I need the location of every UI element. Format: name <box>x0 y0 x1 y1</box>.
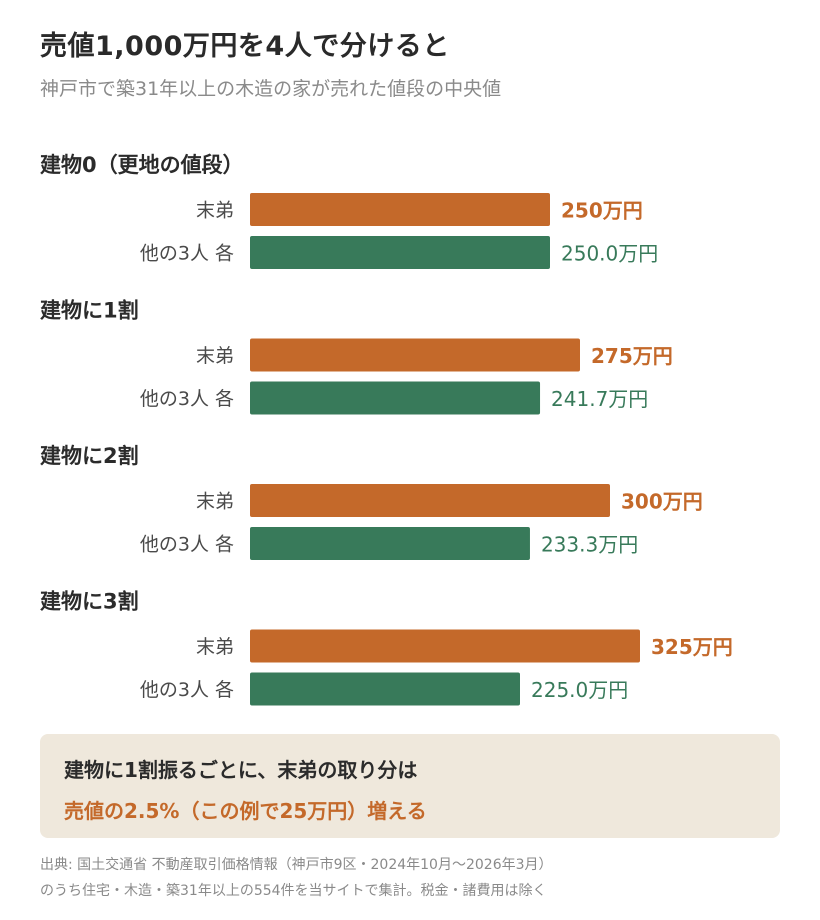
source-line1: 出典: 国土交通省 不動産取引価格情報（神戸市9区・2024年10月〜2026年… <box>40 857 553 873</box>
bar-youngest <box>250 629 640 663</box>
bar-category-label: 末弟 <box>196 636 234 658</box>
group-label: 建物に1割 <box>40 299 139 323</box>
bar-value-label: 233.3万円 <box>541 533 638 557</box>
bar-category-label: 他の3人 各 <box>140 679 234 701</box>
bar-others <box>250 236 550 269</box>
group-label: 建物に3割 <box>40 590 139 614</box>
summary-note-line1: 建物に1割振るごとに、末弟の取り分は <box>64 758 418 782</box>
chart-title: 売値1,000万円を4人で分けると <box>40 31 450 62</box>
bar-value-label: 250万円 <box>561 199 643 223</box>
bar-value-label: 241.7万円 <box>551 387 648 411</box>
summary-note-line2: 売値の2.5%（この例で25万円）増える <box>64 799 427 823</box>
summary-note: 建物に1割振るごとに、末弟の取り分は 売値の2.5%（この例で25万円）増える <box>40 734 780 838</box>
group-label: 建物に2割 <box>40 444 139 468</box>
bar-youngest <box>250 193 550 226</box>
bar-category-label: 末弟 <box>196 345 234 367</box>
source-note: 出典: 国土交通省 不動産取引価格情報（神戸市9区・2024年10月〜2026年… <box>40 852 553 904</box>
bar-value-label: 300万円 <box>621 490 703 514</box>
bar-category-label: 他の3人 各 <box>140 534 234 556</box>
bar-value-label: 250.0万円 <box>561 242 658 266</box>
bar-youngest <box>250 484 610 517</box>
bar-value-label: 325万円 <box>651 635 733 659</box>
bar-others <box>250 672 520 706</box>
bar-others <box>250 527 530 560</box>
group-label: 建物0（更地の値段） <box>40 153 244 177</box>
bar-category-label: 他の3人 各 <box>140 243 234 265</box>
source-line2: のうち住宅・木造・築31年以上の554件を当サイトで集計。税金・諸費用は除く <box>40 883 547 899</box>
bar-category-label: 末弟 <box>196 491 234 513</box>
bar-value-label: 225.0万円 <box>531 678 628 702</box>
bar-category-label: 他の3人 各 <box>140 388 234 410</box>
bar-category-label: 末弟 <box>196 200 234 222</box>
bar-value-label: 275万円 <box>591 344 673 368</box>
bar-others <box>250 381 541 415</box>
chart-subtitle: 神戸市で築31年以上の木造の家が売れた値段の中央値 <box>40 78 502 100</box>
bar-youngest <box>250 338 580 372</box>
